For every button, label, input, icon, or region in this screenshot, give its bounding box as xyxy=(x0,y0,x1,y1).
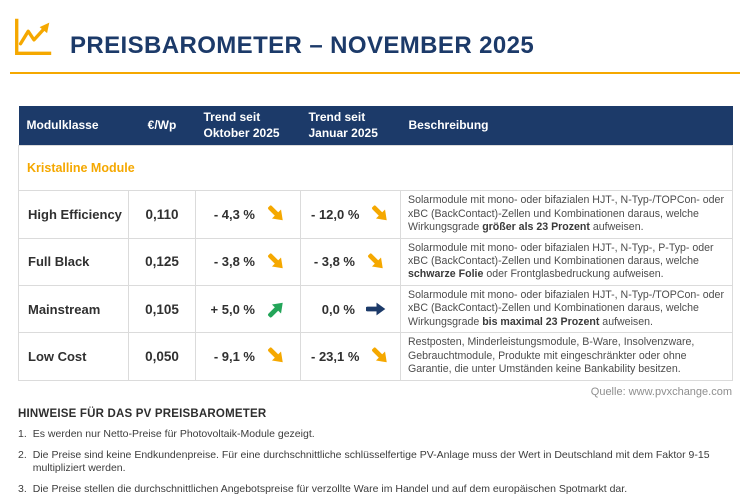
description-bold: schwarze Folie xyxy=(408,268,484,281)
description-text: Solarmodule mit mono- oder bifazialen HJ… xyxy=(408,241,714,267)
table-row-mainstream: Mainstream 0,105 + 5,0 % 0,0 % xyxy=(18,284,733,334)
col-header-trend-january: Trend seit Januar 2025 xyxy=(300,106,401,146)
description-text: Solarmodule mit mono- oder bifazialen HJ… xyxy=(408,194,724,234)
footer-heading: HINWEISE FÜR DAS PV PREISBAROMETER xyxy=(18,407,267,420)
footnote-1: 1. Es werden nur Netto-Preise für Photov… xyxy=(18,428,732,441)
title-divider xyxy=(10,72,740,74)
col-header-trend-october: Trend seit Oktober 2025 xyxy=(195,106,301,146)
footnote-text: Es werden nur Netto-Preise für Photovolt… xyxy=(32,427,315,440)
line-chart-icon xyxy=(10,14,56,60)
description-cell: Solarmodule mit mono- oder bifazialen HJ… xyxy=(400,190,733,239)
description-text: Solarmodule mit mono- oder bifazialen HJ… xyxy=(408,288,724,328)
trend-value: - 4,3 % xyxy=(213,206,255,222)
col-header-trend-january-line2: Januar 2025 xyxy=(308,125,378,140)
trend-october-cell: - 3,8 % xyxy=(195,237,301,286)
module-class-cell: High Efficiency xyxy=(18,190,129,239)
footnote-number: 3. xyxy=(18,483,27,495)
trend-value: - 3,8 % xyxy=(313,254,355,270)
module-class-cell: Full Black xyxy=(18,237,129,286)
description-bold: größer als 23 Prozent xyxy=(482,221,590,234)
page-footer: HINWEISE FÜR DAS PV PREISBAROMETER 1. Es… xyxy=(18,408,732,496)
source-note: Quelle: www.pvxchange.com xyxy=(590,385,732,398)
trend-value: 0,0 % xyxy=(321,301,355,317)
page-title: PREISBAROMETER – NOVEMBER 2025 xyxy=(70,32,535,59)
col-header-trend-october-line1: Trend seit xyxy=(203,110,261,124)
col-header-price: €/Wp xyxy=(128,106,196,146)
footnote-3: 3. Die Preise stellen die durchschnittli… xyxy=(18,483,732,496)
module-class-cell: Low Cost xyxy=(18,332,129,381)
trend-january-cell: 0,0 % xyxy=(300,284,401,334)
trend-arrow-icon xyxy=(368,201,394,227)
trend-arrow-icon xyxy=(263,296,289,322)
trend-january-cell: - 23,1 % xyxy=(300,332,401,381)
description-cell: Restposten, Minderleistungsmodule, B-War… xyxy=(400,332,733,381)
trend-value: - 23,1 % xyxy=(311,348,360,364)
trend-january-cell: - 3,8 % xyxy=(300,237,401,286)
trend-arrow-icon xyxy=(263,249,289,275)
description-text: aufweisen. xyxy=(599,315,653,328)
table-header-row: Modulklasse €/Wp Trend seit Oktober 2025… xyxy=(18,106,733,146)
description-cell: Solarmodule mit mono- oder bifazialen HJ… xyxy=(400,284,733,334)
footnote-text: Die Preise sind keine Endkundenpreise. F… xyxy=(32,448,710,474)
trend-arrow-icon xyxy=(368,343,394,369)
table-row-full-black: Full Black 0,125 - 3,8 % - 3,8 % xyxy=(18,237,733,286)
section-label: Kristalline Module xyxy=(18,145,733,192)
trend-arrow-icon xyxy=(263,201,289,227)
trend-arrow-icon xyxy=(263,343,289,369)
module-class-cell: Mainstream xyxy=(18,284,129,334)
description-text: oder Frontglasbedruckung aufweisen. xyxy=(483,268,664,281)
description-text: Restposten, Minderleistungsmodule, B-War… xyxy=(408,336,695,376)
price-cell: 0,125 xyxy=(128,237,196,286)
trend-value: - 3,8 % xyxy=(213,254,255,270)
section-row-kristalline-module: Kristalline Module xyxy=(18,145,733,192)
description-text: aufweisen. xyxy=(589,221,644,234)
trend-value: - 12,0 % xyxy=(311,206,360,222)
table-row-low-cost: Low Cost 0,050 - 9,1 % - 23,1 % xyxy=(18,332,733,381)
description-bold: bis maximal 23 Prozent xyxy=(482,315,600,328)
trend-october-cell: - 9,1 % xyxy=(195,332,301,381)
trend-october-cell: - 4,3 % xyxy=(195,190,301,239)
trend-arrow-icon xyxy=(363,249,389,275)
page-header: PREISBAROMETER – NOVEMBER 2025 xyxy=(0,0,750,60)
trend-october-cell: + 5,0 % xyxy=(195,284,301,334)
col-header-beschreibung: Beschreibung xyxy=(400,106,733,146)
footnote-number: 2. xyxy=(18,448,27,461)
table-row-high-efficiency: High Efficiency 0,110 - 4,3 % - 12,0 % xyxy=(18,190,733,239)
footnote-number: 1. xyxy=(18,427,27,440)
col-header-trend-october-line2: Oktober 2025 xyxy=(203,125,280,140)
trend-value: - 9,1 % xyxy=(213,348,255,364)
price-cell: 0,110 xyxy=(128,190,196,239)
price-cell: 0,105 xyxy=(128,284,196,334)
col-header-trend-january-line1: Trend seit xyxy=(308,110,366,124)
description-cell: Solarmodule mit mono- oder bifazialen HJ… xyxy=(400,237,733,286)
trend-arrow-icon xyxy=(366,301,387,317)
col-header-modulklasse: Modulklasse xyxy=(18,106,129,146)
footnote-2: 2. Die Preise sind keine Endkundenpreise… xyxy=(18,449,732,475)
footnote-text: Die Preise stellen die durchschnittliche… xyxy=(32,483,628,495)
trend-january-cell: - 12,0 % xyxy=(300,190,401,239)
price-cell: 0,050 xyxy=(128,332,196,381)
trend-value: + 5,0 % xyxy=(210,301,255,317)
price-table: Modulklasse €/Wp Trend seit Oktober 2025… xyxy=(18,106,733,381)
